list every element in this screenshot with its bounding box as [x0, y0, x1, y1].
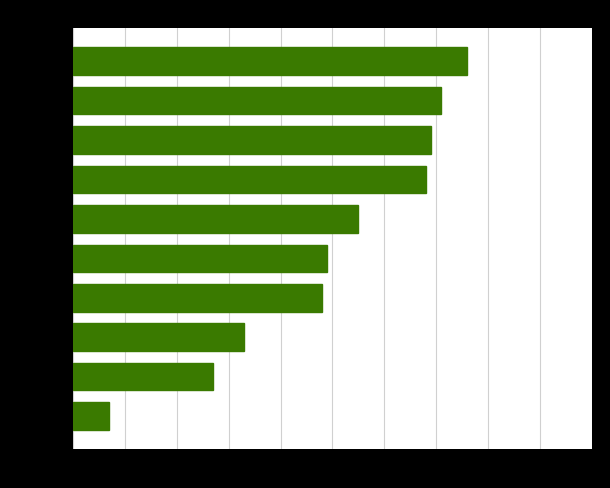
- Bar: [73, 324, 244, 351]
- Bar: [73, 363, 214, 390]
- Bar: [73, 166, 426, 194]
- Bar: [73, 48, 467, 76]
- Bar: [73, 205, 358, 233]
- Bar: [73, 127, 431, 155]
- Bar: [73, 88, 441, 115]
- Bar: [73, 245, 327, 273]
- Bar: [73, 285, 322, 312]
- Bar: [73, 402, 110, 430]
